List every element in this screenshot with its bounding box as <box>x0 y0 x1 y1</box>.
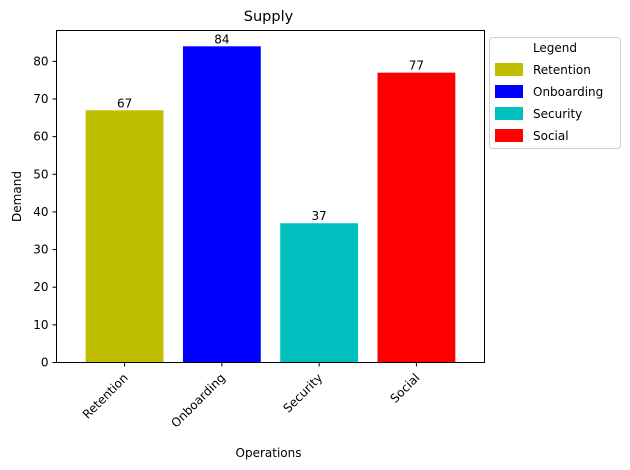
y-tick-label: 70 <box>33 92 48 106</box>
legend-swatch-social <box>495 129 523 142</box>
x-tick-label: Security <box>281 371 326 416</box>
legend-label: Security <box>533 107 582 121</box>
bar-security <box>280 223 359 363</box>
bar-value-label: 67 <box>117 96 132 110</box>
y-tick-label: 80 <box>33 54 48 68</box>
y-tick-label: 60 <box>33 130 48 144</box>
x-tick-label: Onboarding <box>168 371 228 431</box>
legend-swatch-onboarding <box>495 85 523 98</box>
bar-retention <box>85 110 164 363</box>
legend-entries: Retention Onboarding Security Social <box>495 63 603 143</box>
bar-value-labels: 67 84 37 77 <box>117 32 424 223</box>
legend-label: Retention <box>533 63 591 77</box>
legend-label: Social <box>533 129 569 143</box>
x-axis-label: Operations <box>236 446 302 460</box>
bar-value-label: 77 <box>409 59 424 73</box>
legend-title: Legend <box>533 41 577 55</box>
y-axis-ticks: 0 10 20 30 40 50 60 70 80 <box>33 54 57 370</box>
x-tick-label: Retention <box>80 371 131 422</box>
y-tick-label: 10 <box>33 318 48 332</box>
x-axis-ticks: Retention Onboarding Security Social <box>80 362 423 431</box>
bar-social <box>377 72 456 363</box>
y-tick-label: 20 <box>33 280 48 294</box>
y-tick-label: 40 <box>33 205 48 219</box>
y-tick-label: 0 <box>41 356 49 370</box>
legend-swatch-retention <box>495 63 523 76</box>
legend-label: Onboarding <box>533 85 603 99</box>
x-tick-label: Social <box>387 371 422 406</box>
bars <box>85 46 456 363</box>
y-axis-label: Demand <box>10 171 24 222</box>
plot-frame <box>56 30 485 363</box>
y-tick-label: 30 <box>33 243 48 257</box>
y-tick-label: 50 <box>33 167 48 181</box>
legend-swatch-security <box>495 107 523 120</box>
bar-value-label: 84 <box>214 32 229 46</box>
bar-onboarding <box>182 46 261 363</box>
legend: Legend Retention Onboarding Security Social <box>489 37 621 149</box>
bar-value-label: 37 <box>311 209 326 223</box>
chart-title: Supply <box>244 9 294 25</box>
